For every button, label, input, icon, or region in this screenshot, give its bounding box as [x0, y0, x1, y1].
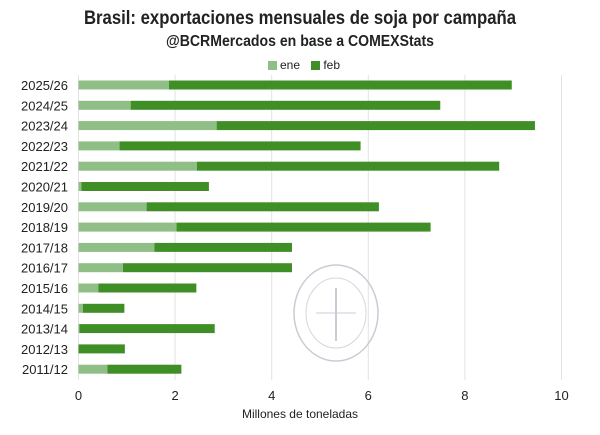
legend-swatch-feb: [311, 61, 321, 70]
x-axis-label: Millones de toneladas: [242, 407, 358, 421]
bar-ene: [78, 303, 83, 313]
legend-label-ene: ene: [279, 58, 300, 72]
y-tick-label: 2025/26: [21, 78, 68, 93]
legend-swatch-ene: [267, 61, 277, 70]
y-tick-label: 2011/12: [22, 362, 68, 377]
y-tick-label: 2022/23: [21, 139, 68, 154]
y-tick-label: 2013/14: [21, 322, 68, 337]
legend-label-feb: feb: [323, 58, 341, 72]
bar-ene: [78, 182, 82, 191]
bar-feb: [176, 222, 431, 232]
y-tick-label: 2021/22: [21, 159, 68, 174]
bar-ene: [78, 283, 99, 293]
bar-feb: [78, 344, 125, 354]
x-tick-label: 2: [171, 388, 178, 403]
chart-title: Brasil: exportaciones mensuales de soja …: [83, 8, 517, 29]
x-tick-label: 6: [365, 388, 372, 403]
bar-ene: [78, 364, 108, 374]
bar-feb: [122, 263, 292, 273]
y-tick-label: 2015/16: [21, 281, 68, 296]
bar-feb: [146, 202, 379, 212]
x-tick-label: 4: [268, 388, 275, 403]
legend: ene feb: [0, 58, 600, 72]
bar-feb: [82, 303, 125, 313]
x-tick-label: 8: [461, 388, 468, 403]
y-tick-label: 2024/25: [21, 98, 68, 113]
bar-ene: [78, 202, 147, 212]
bar-feb: [154, 242, 292, 252]
bar-feb: [130, 100, 441, 110]
bar-feb: [81, 182, 209, 191]
x-tick-label: 10: [554, 388, 568, 403]
bar-feb: [168, 80, 512, 90]
watermark-seal-inner: [305, 277, 367, 349]
bar-ene: [78, 263, 123, 273]
bar-ene: [78, 324, 80, 334]
y-tick-label: 2023/24: [21, 119, 68, 134]
bar-ene: [78, 100, 131, 110]
chart-subtitle: @BCRMercados en base a COMEXStats: [165, 33, 435, 50]
bar-ene: [78, 242, 155, 252]
bar-feb: [119, 141, 361, 151]
y-tick-label: 2019/20: [21, 200, 68, 215]
bar-feb: [98, 283, 197, 293]
x-tick-label: 0: [75, 388, 82, 403]
bar-ene: [78, 222, 177, 232]
bar-feb: [196, 161, 500, 171]
y-tick-label: 2016/17: [21, 261, 68, 276]
watermark-seal-icon: [293, 264, 379, 362]
y-tick-label: 2012/13: [21, 342, 68, 357]
y-tick-label: 2014/15: [21, 301, 68, 316]
bar-ene: [78, 161, 197, 171]
bar-ene: [78, 141, 120, 151]
bar-feb: [107, 364, 182, 374]
bar-ene: [78, 121, 217, 131]
bar-feb: [216, 121, 535, 131]
bar-ene: [78, 80, 169, 90]
bar-feb: [79, 324, 215, 334]
y-tick-label: 2020/21: [21, 180, 68, 195]
y-tick-label: 2018/19: [21, 220, 68, 235]
y-tick-label: 2017/18: [21, 240, 68, 255]
